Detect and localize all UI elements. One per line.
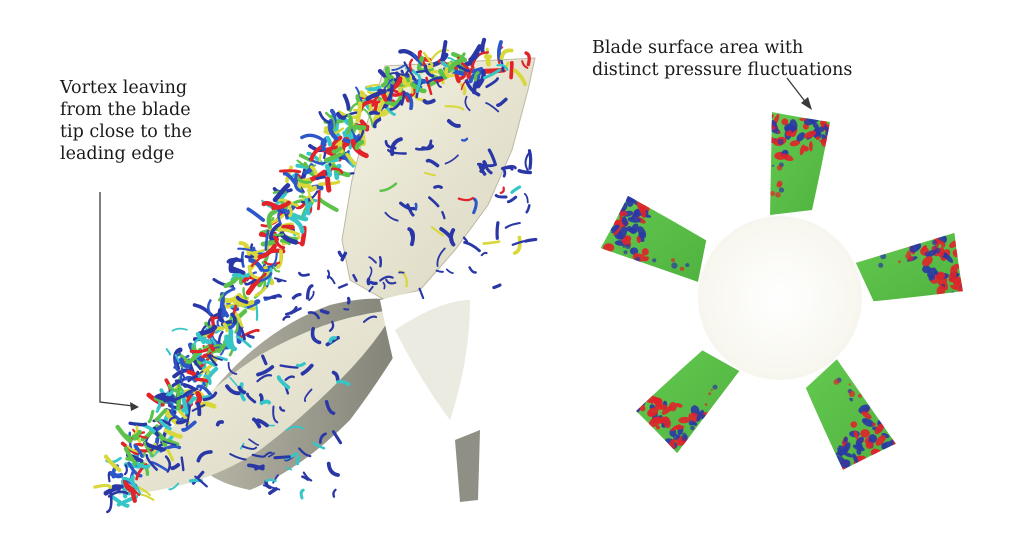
fluctuation-region xyxy=(603,196,690,271)
vortex-annotation: Vortex leaving from the blade tip close … xyxy=(60,77,192,165)
lower-blade-surface xyxy=(118,310,395,495)
blade-4 xyxy=(636,350,740,454)
vortex-annotation-line-2: from the blade xyxy=(60,100,191,120)
annotation-leader-left xyxy=(99,192,134,407)
vortex-annotation-line-1: Vortex leaving xyxy=(60,78,188,98)
blade-surface xyxy=(805,359,896,470)
blade-1 xyxy=(770,112,830,215)
pressure-annotation-line-2: distinct pressure fluctuations xyxy=(592,60,853,80)
vortex-structures xyxy=(93,37,538,514)
blade-2 xyxy=(855,232,963,302)
blade-surface xyxy=(855,232,963,302)
annotation-leader-right xyxy=(786,77,808,105)
lower-right-blade xyxy=(455,430,480,502)
fluctuation-region xyxy=(831,377,896,470)
vortex-visualization-panel xyxy=(93,37,540,514)
blade-surface xyxy=(636,350,740,454)
hub-shadow xyxy=(395,300,470,420)
vortex-annotation-line-4: leading edge xyxy=(60,144,175,164)
propeller-hub xyxy=(698,216,862,380)
blade-surface xyxy=(600,196,707,282)
pressure-annotation: Blade surface area with distinct pressur… xyxy=(592,37,852,81)
pressure-contour-panel xyxy=(600,77,963,470)
annotation-arrowhead-left xyxy=(130,402,139,411)
blade-3 xyxy=(805,359,896,470)
annotation-arrowhead-right xyxy=(801,97,812,110)
vortex-annotation-line-3: tip close to the xyxy=(60,122,193,142)
fluctuation-region xyxy=(878,232,963,297)
blade-5 xyxy=(600,196,707,282)
pressure-annotation-line-1: Blade surface area with xyxy=(592,38,804,58)
